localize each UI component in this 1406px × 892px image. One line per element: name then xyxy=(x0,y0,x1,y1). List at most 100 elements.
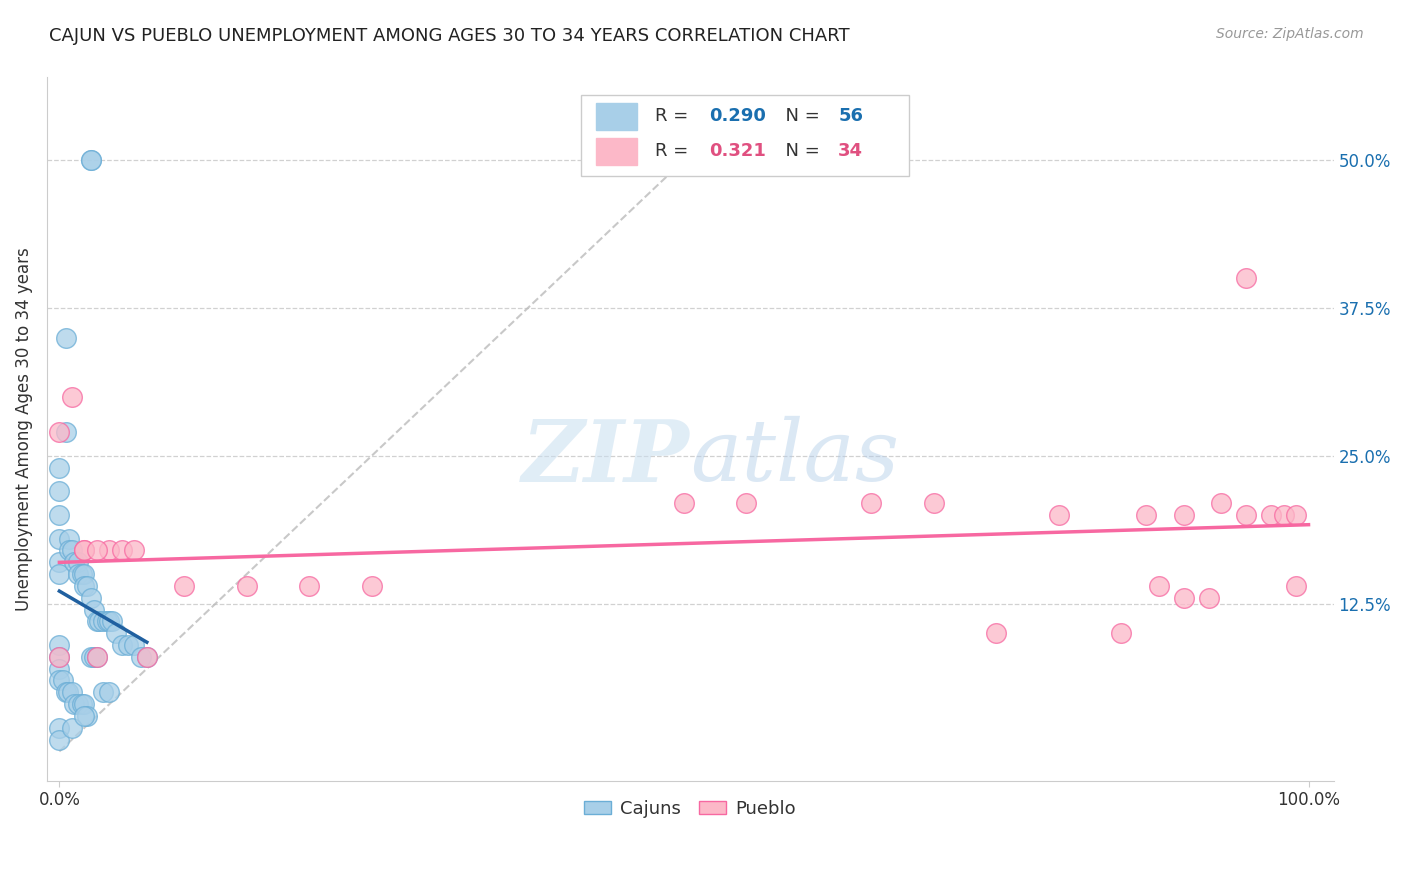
Point xyxy=(79,649,101,664)
Point xyxy=(98,543,121,558)
Point xyxy=(48,649,70,664)
Point xyxy=(48,662,70,676)
Point xyxy=(104,626,127,640)
Point xyxy=(63,555,86,569)
Point xyxy=(48,732,70,747)
Point xyxy=(48,532,70,546)
Point xyxy=(1047,508,1070,522)
Point xyxy=(60,721,83,735)
Y-axis label: Unemployment Among Ages 30 to 34 years: Unemployment Among Ages 30 to 34 years xyxy=(15,247,32,611)
Point xyxy=(73,567,96,582)
Point xyxy=(1173,591,1195,605)
Point xyxy=(83,602,105,616)
Point xyxy=(73,543,96,558)
Point xyxy=(58,532,80,546)
Point xyxy=(52,673,75,688)
Point xyxy=(91,615,114,629)
Point xyxy=(60,543,83,558)
Point xyxy=(1147,579,1170,593)
Point xyxy=(48,649,70,664)
Point xyxy=(86,543,108,558)
Point xyxy=(735,496,758,510)
Point xyxy=(98,615,121,629)
Text: 0.321: 0.321 xyxy=(710,143,766,161)
Point xyxy=(55,685,77,699)
Text: R =: R = xyxy=(655,143,695,161)
Point xyxy=(235,579,257,593)
Point xyxy=(111,543,134,558)
Point xyxy=(76,579,98,593)
Point xyxy=(1272,508,1295,522)
Point xyxy=(67,567,90,582)
Point xyxy=(48,638,70,652)
Point xyxy=(73,697,96,711)
Text: R =: R = xyxy=(655,107,695,125)
Point xyxy=(86,649,108,664)
Point xyxy=(129,649,152,664)
Point xyxy=(48,460,70,475)
Point xyxy=(124,638,146,652)
Point xyxy=(56,685,79,699)
Point xyxy=(124,543,146,558)
Point xyxy=(70,567,93,582)
Point xyxy=(922,496,945,510)
Point xyxy=(1234,508,1257,522)
Point xyxy=(83,649,105,664)
Point xyxy=(79,153,101,168)
Point xyxy=(79,153,101,168)
Point xyxy=(79,591,101,605)
Text: 56: 56 xyxy=(838,107,863,125)
Point xyxy=(48,508,70,522)
Point xyxy=(1285,508,1308,522)
Text: N =: N = xyxy=(773,143,825,161)
Text: atlas: atlas xyxy=(690,416,900,499)
Point xyxy=(101,615,124,629)
Point xyxy=(1234,271,1257,285)
Text: 34: 34 xyxy=(838,143,863,161)
Point xyxy=(48,567,70,582)
Point xyxy=(360,579,382,593)
Point xyxy=(73,709,96,723)
Point xyxy=(48,721,70,735)
Text: CAJUN VS PUEBLO UNEMPLOYMENT AMONG AGES 30 TO 34 YEARS CORRELATION CHART: CAJUN VS PUEBLO UNEMPLOYMENT AMONG AGES … xyxy=(49,27,849,45)
Point xyxy=(860,496,883,510)
FancyBboxPatch shape xyxy=(581,95,908,176)
Point xyxy=(48,425,70,439)
Point xyxy=(70,697,93,711)
Point xyxy=(1173,508,1195,522)
Point xyxy=(58,543,80,558)
Text: Source: ZipAtlas.com: Source: ZipAtlas.com xyxy=(1216,27,1364,41)
Point xyxy=(55,425,77,439)
Point xyxy=(111,638,134,652)
Point xyxy=(117,638,139,652)
Point xyxy=(76,709,98,723)
Point xyxy=(48,484,70,499)
Point xyxy=(63,697,86,711)
Point xyxy=(1135,508,1157,522)
Bar xyxy=(596,103,637,129)
Point xyxy=(60,390,83,404)
Point xyxy=(67,697,90,711)
Point xyxy=(298,579,321,593)
Point xyxy=(135,649,157,664)
Point xyxy=(89,615,111,629)
Point xyxy=(1260,508,1282,522)
Point xyxy=(1285,579,1308,593)
Point xyxy=(73,579,96,593)
Point xyxy=(986,626,1008,640)
Point xyxy=(48,673,70,688)
Text: ZIP: ZIP xyxy=(522,416,690,500)
Point xyxy=(672,496,695,510)
Point xyxy=(48,555,70,569)
Text: 0.290: 0.290 xyxy=(710,107,766,125)
Point xyxy=(67,555,90,569)
Point xyxy=(60,685,83,699)
Point xyxy=(1109,626,1132,640)
Point xyxy=(73,543,96,558)
Point xyxy=(86,649,108,664)
Point xyxy=(98,685,121,699)
Bar xyxy=(596,138,637,165)
Text: N =: N = xyxy=(773,107,825,125)
Legend: Cajuns, Pueblo: Cajuns, Pueblo xyxy=(576,792,803,825)
Point xyxy=(1209,496,1232,510)
